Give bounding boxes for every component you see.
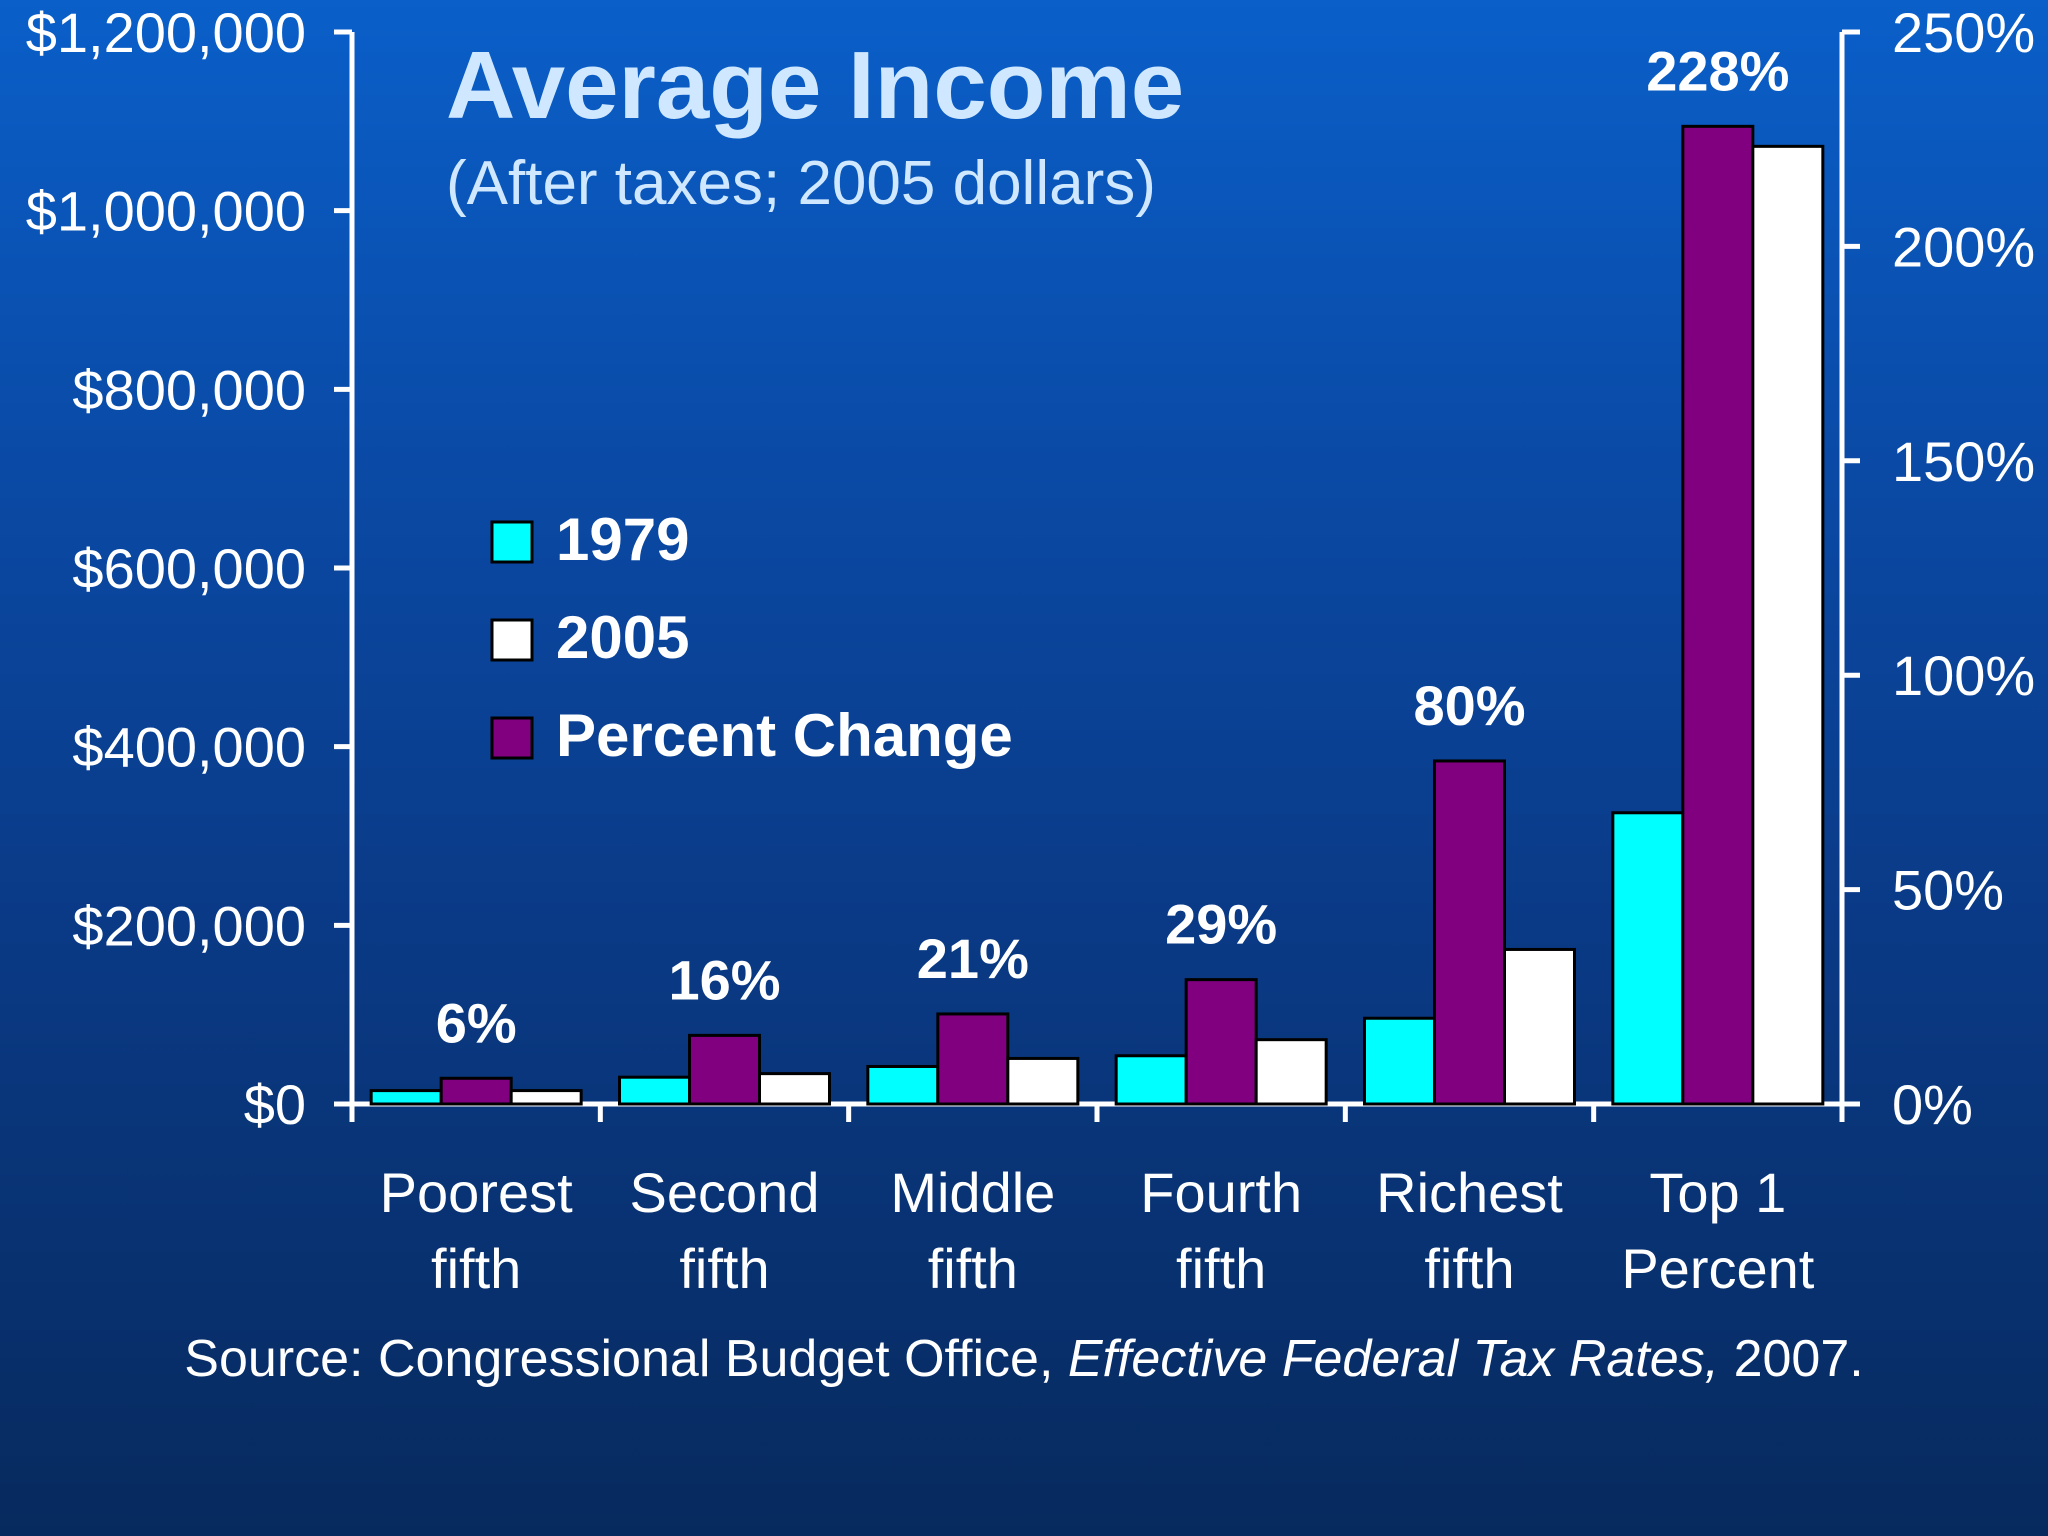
left-tick-label: $600,000 (72, 537, 306, 600)
category-label: fifth (431, 1237, 521, 1300)
category-label: Fourth (1140, 1161, 1302, 1224)
legend-label: Percent Change (556, 702, 1013, 769)
category-label: fifth (928, 1237, 1018, 1300)
legend-swatch (490, 716, 534, 760)
chart-subtitle: (After taxes; 2005 dollars) (446, 149, 1156, 218)
right-tick-label: 200% (1892, 215, 2035, 278)
left-tick-label: $800,000 (72, 358, 306, 421)
category-label: fifth (679, 1237, 769, 1300)
left-tick-label: $200,000 (72, 894, 306, 957)
bar-1979 (618, 1075, 691, 1106)
category-label: Middle (890, 1161, 1055, 1224)
legend-swatch (490, 520, 534, 564)
bar-2005 (758, 1072, 831, 1106)
bar-2005 (1751, 144, 1825, 1106)
bar-2005 (1006, 1056, 1080, 1106)
bar-percent-change (1184, 978, 1258, 1106)
bar-percent-change (1681, 124, 1755, 1106)
legend-label: 2005 (556, 604, 689, 671)
legend-label: 1979 (556, 506, 689, 573)
left-tick-label: $0 (244, 1073, 306, 1136)
axes: $0 $200,000 $400,000 $600,000 $800,000 $1,000… (26, 1, 2036, 1300)
right-tick-label: 150% (1892, 430, 2035, 493)
bar-percent-change (439, 1076, 513, 1106)
source-publication: Effective Federal Tax Rates, (1068, 1330, 1719, 1388)
bar-percent-change (936, 1012, 1010, 1106)
bar-1979 (1363, 1016, 1436, 1106)
left-tick-label: $1,000,000 (26, 180, 306, 243)
category-label: Percent (1621, 1237, 1814, 1300)
bar-2005 (509, 1089, 583, 1106)
legend-swatch (490, 618, 534, 662)
category-label: Second (630, 1161, 820, 1224)
left-tick-label: $1,200,000 (26, 1, 306, 64)
percent-data-label: 80% (1413, 674, 1525, 737)
chart-title: Average Income (446, 32, 1184, 139)
legend: 1979 2005 Percent Change (490, 506, 1013, 769)
source-suffix: 2007. (1719, 1330, 1864, 1388)
right-tick-label: 250% (1892, 1, 2035, 64)
category-label: fifth (1176, 1237, 1266, 1300)
bar-1979 (369, 1089, 443, 1106)
source-prefix: Source: Congressional Budget Office, (184, 1330, 1068, 1388)
source-note: Source: Congressional Budget Office, Eff… (184, 1330, 1863, 1388)
right-tick-label: 50% (1892, 859, 2004, 922)
percent-data-label: 16% (668, 948, 780, 1011)
percent-data-label: 21% (917, 927, 1029, 990)
bars (369, 124, 1825, 1106)
data-labels: 6% 16% 21% 29% 80% 228% (436, 39, 1790, 1054)
bar-percent-change (688, 1033, 761, 1106)
bar-2005 (1503, 947, 1576, 1106)
right-tick-label: 100% (1892, 644, 2035, 707)
percent-data-label: 228% (1646, 39, 1789, 102)
bar-percent-change (1433, 759, 1506, 1106)
percent-data-label: 6% (436, 991, 517, 1054)
bar-1979 (866, 1064, 940, 1106)
right-tick-label: 0% (1892, 1073, 1973, 1136)
category-label: Richest (1376, 1161, 1563, 1224)
bar-1979 (1611, 811, 1685, 1106)
percent-data-label: 29% (1165, 893, 1277, 956)
bar-2005 (1254, 1038, 1328, 1106)
category-label: Top 1 (1649, 1161, 1786, 1224)
category-label: Poorest (380, 1161, 573, 1224)
chart-title-group: Average Income (After taxes; 2005 dollar… (446, 32, 1184, 218)
category-label: fifth (1424, 1237, 1514, 1300)
left-tick-label: $400,000 (72, 716, 306, 779)
bar-1979 (1114, 1054, 1188, 1106)
